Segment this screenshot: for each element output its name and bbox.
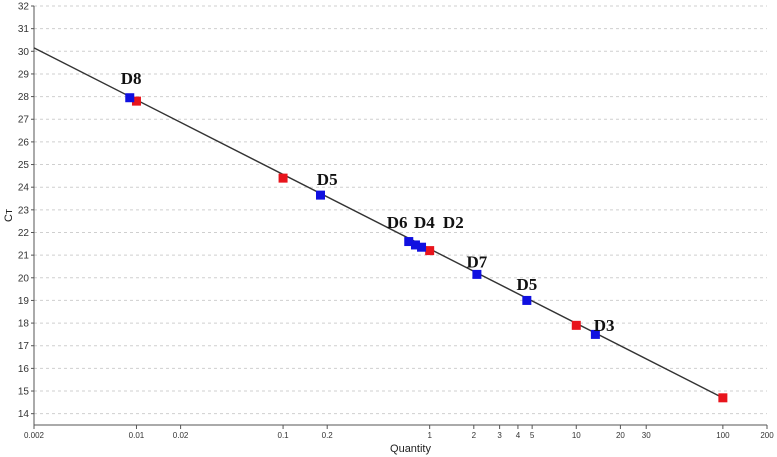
points-layer: [125, 93, 728, 403]
x-tick-label: 20: [616, 431, 625, 440]
point-label: D2: [443, 213, 464, 232]
x-tick-label: 1: [427, 431, 432, 440]
y-tick-label: 20: [18, 273, 30, 284]
y-tick-label: 22: [18, 228, 30, 239]
point-label: D4: [414, 213, 435, 232]
y-tick-label: 26: [18, 137, 30, 148]
y-tick-label: 24: [18, 183, 30, 194]
point-labels: D8 D5 D6 D4 D2 D7 D5 D3: [121, 69, 615, 335]
y-tick-label: 28: [18, 92, 30, 103]
y-tick-label: 14: [18, 409, 30, 420]
x-axis-label: Quantity: [390, 443, 431, 455]
point-label: D6: [387, 213, 408, 232]
x-tick-label: 0.1: [278, 431, 290, 440]
standard-curve-line: [33, 47, 724, 399]
y-tick-label: 27: [18, 115, 30, 126]
standard-point: [425, 246, 435, 256]
x-tick-label: 2: [472, 431, 477, 440]
y-tick-label: 16: [18, 364, 30, 375]
point-label: D7: [467, 253, 488, 272]
x-tick-label: 100: [716, 431, 730, 440]
x-tick-label: 0.2: [322, 431, 334, 440]
standard-point: [571, 320, 581, 330]
y-tick-label: 29: [18, 69, 30, 80]
point-label: D3: [594, 316, 615, 335]
y-tick-label: 32: [18, 2, 30, 13]
y-tick-label: 19: [18, 296, 30, 307]
point-label: D5: [317, 170, 338, 189]
y-tick-label: 18: [18, 319, 30, 330]
y-axis-label: Cт: [3, 209, 15, 222]
x-tick-label: 200: [760, 431, 774, 440]
x-tick-label: 10: [572, 431, 581, 440]
standard-point: [131, 96, 141, 106]
x-tick-label: 5: [530, 431, 535, 440]
sample-point: [125, 93, 135, 103]
y-tick-label: 25: [18, 160, 30, 171]
y-tick-label: 15: [18, 387, 30, 398]
standard-point: [278, 173, 288, 183]
sample-point: [410, 240, 420, 250]
y-tick-label: 17: [18, 341, 30, 352]
sample-point: [417, 242, 427, 252]
y-tick-label: 23: [18, 205, 30, 216]
x-tick-label: 0.002: [24, 431, 45, 440]
y-tick-label: 31: [18, 24, 30, 35]
y-tick-label: 30: [18, 47, 30, 58]
sample-point: [590, 329, 600, 339]
x-tick-label: 30: [642, 431, 651, 440]
x-tick-label: 0.01: [129, 431, 145, 440]
sample-point: [404, 237, 414, 247]
x-tick-label: 4: [516, 431, 521, 440]
sample-point: [522, 295, 532, 305]
grid-layer: [34, 5, 767, 415]
point-label: D5: [516, 275, 537, 294]
fit-line-layer: [33, 47, 724, 399]
standard-point: [718, 393, 728, 403]
y-tick-label: 21: [18, 251, 30, 262]
sample-point: [315, 190, 325, 200]
x-tick-label: 3: [497, 431, 502, 440]
x-tick-label: 0.02: [173, 431, 189, 440]
tick-labels: 141516171819202122232425262728293031320.…: [18, 2, 774, 441]
axes-layer: [31, 5, 768, 429]
point-label: D8: [121, 69, 142, 88]
sample-point: [472, 269, 482, 279]
